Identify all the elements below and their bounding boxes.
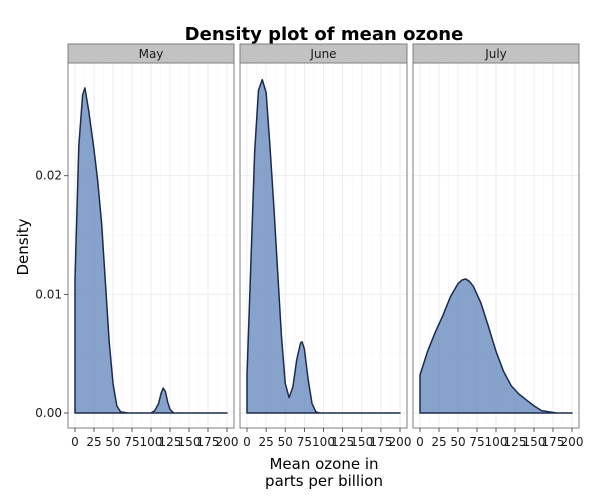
- x-tick-label: 25: [86, 435, 101, 449]
- x-tick-label: 200: [216, 435, 239, 449]
- x-tick-label: 100: [140, 435, 163, 449]
- density-area-june: [246, 78, 401, 414]
- facet-strip-label: June: [309, 47, 336, 61]
- density-area-july: [419, 278, 573, 414]
- x-tick-label: 150: [350, 435, 373, 449]
- x-axis-title-line-2: parts per billion: [265, 472, 383, 490]
- y-axis-title: Density: [14, 218, 32, 275]
- x-tick-label: 50: [450, 435, 465, 449]
- x-tick-label: 75: [124, 435, 139, 449]
- y-tick-label: 0.00: [35, 406, 62, 420]
- y-axis: 0.00 0.01 0.02: [35, 169, 68, 420]
- x-axis-title-line-1: Mean ozone in: [269, 455, 378, 473]
- x-tick-label: 125: [331, 435, 354, 449]
- x-tick-label: 200: [561, 435, 584, 449]
- x-tick-label: 75: [469, 435, 484, 449]
- x-tick-label: 0: [71, 435, 79, 449]
- facet-strip-label: May: [139, 47, 164, 61]
- x-tick-label: 50: [105, 435, 120, 449]
- x-tick-label: 175: [197, 435, 220, 449]
- x-tick-label: 125: [504, 435, 527, 449]
- y-tick-label: 0.02: [35, 169, 62, 183]
- x-tick-label: 200: [389, 435, 412, 449]
- x-tick-label: 100: [485, 435, 508, 449]
- x-tick-label: 150: [178, 435, 201, 449]
- x-tick-label: 100: [312, 435, 335, 449]
- x-tick-label: 125: [159, 435, 182, 449]
- x-tick-label: 150: [523, 435, 546, 449]
- x-tick-label: 175: [542, 435, 565, 449]
- y-tick-label: 0.01: [35, 287, 62, 301]
- x-tick-label: 175: [369, 435, 392, 449]
- x-tick-label: 0: [416, 435, 424, 449]
- x-tick-label: 75: [297, 435, 312, 449]
- x-tick-label: 50: [278, 435, 293, 449]
- facet-strip-label: July: [484, 47, 507, 61]
- x-tick-label: 25: [258, 435, 273, 449]
- x-tick-label: 25: [431, 435, 446, 449]
- chart-title: Density plot of mean ozone: [185, 24, 464, 45]
- density-area-may: [74, 87, 228, 414]
- x-tick-label: 0: [243, 435, 251, 449]
